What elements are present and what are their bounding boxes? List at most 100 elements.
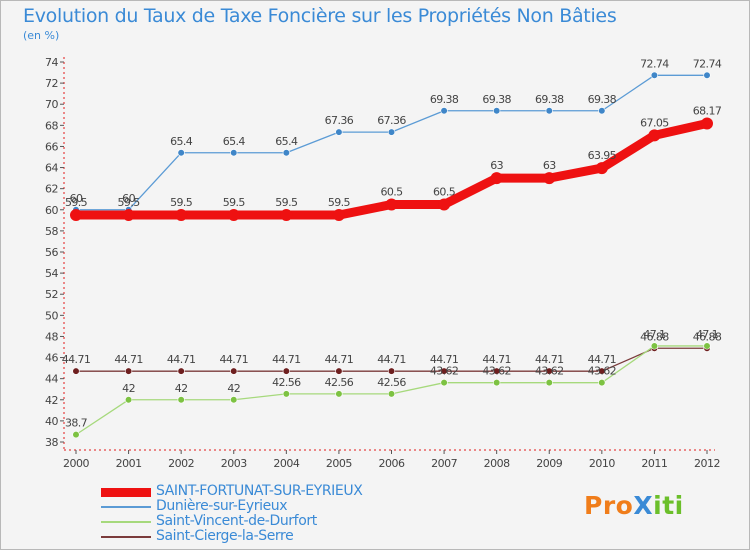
data-label: 69.38 (482, 93, 511, 106)
x-tick-label: 2012 (694, 457, 720, 470)
data-label: 60.5 (433, 186, 456, 199)
data-label: 42 (175, 382, 188, 395)
y-tick-label: 42 (45, 394, 58, 407)
data-point (598, 107, 606, 115)
x-tick-label: 2002 (168, 457, 194, 470)
data-point (493, 367, 501, 375)
data-label: 63 (490, 159, 503, 172)
x-tick-label: 2001 (116, 457, 142, 470)
data-label: 43.62 (430, 365, 459, 378)
data-label: 60.5 (380, 186, 403, 199)
legend-label: Saint-Cierge-la-Serre (156, 528, 294, 544)
y-tick-label: 44 (45, 373, 58, 386)
data-point (70, 209, 82, 222)
data-label: 44.71 (62, 353, 91, 366)
data-point (332, 209, 345, 222)
logo-letter: t (662, 491, 675, 520)
y-tick-label: 74 (45, 56, 58, 69)
data-point (545, 367, 553, 375)
data-point (122, 209, 135, 222)
data-label: 72.74 (640, 57, 669, 70)
data-label: 65.4 (275, 135, 298, 148)
x-tick-label: 2003 (221, 457, 247, 470)
y-tick-label: 70 (45, 98, 58, 111)
data-point (703, 71, 711, 79)
data-point (385, 198, 398, 211)
legend-label: SAINT-FORTUNAT-SUR-EYRIEUX (156, 483, 363, 499)
data-point (543, 172, 556, 185)
data-label: 42.56 (272, 376, 301, 389)
y-tick-label: 68 (45, 119, 58, 132)
data-label: 69.38 (430, 93, 459, 106)
data-point (598, 367, 606, 375)
data-label: 44.71 (377, 353, 406, 366)
data-point (545, 379, 553, 387)
y-tick-label: 48 (45, 330, 58, 343)
data-label: 67.36 (377, 114, 406, 127)
data-label: 44.71 (430, 353, 459, 366)
data-label: 67.36 (325, 114, 354, 127)
logo-letter: o (615, 491, 634, 520)
data-point (282, 149, 290, 157)
data-label: 59.5 (328, 196, 351, 209)
data-point (387, 128, 396, 136)
y-tick-label: 52 (45, 288, 58, 301)
data-label: 59.5 (275, 196, 298, 209)
chart-subtitle: (en %) (23, 29, 60, 42)
data-point (490, 172, 503, 185)
proxiti-logo: ProXiti (584, 491, 684, 520)
data-point (387, 367, 396, 375)
x-tick-label: 2011 (641, 457, 667, 470)
y-tick-label: 54 (45, 267, 58, 280)
data-label: 44.71 (588, 353, 617, 366)
legend-label: Dunière-sur-Eyrieux (156, 498, 288, 514)
series-saint-fortunat-sur-eyrieux (70, 117, 713, 222)
x-tick-label: 2008 (484, 457, 510, 470)
data-point (648, 129, 661, 142)
data-point (124, 367, 133, 375)
y-tick-label: 60 (45, 204, 58, 217)
data-point (72, 431, 80, 439)
data-label: 47.1 (696, 328, 718, 341)
x-tick-label: 2010 (589, 457, 615, 470)
data-label: 46.88 (640, 330, 669, 343)
data-point (177, 396, 185, 404)
series-saint-vincent-de-durfort (72, 342, 711, 439)
data-point (335, 390, 343, 398)
data-point (440, 367, 448, 375)
data-point (230, 396, 238, 404)
data-label: 44.71 (220, 353, 249, 366)
data-label: 63 (543, 159, 556, 172)
data-label: 47.1 (643, 328, 665, 341)
data-point (387, 390, 396, 398)
legend-label: Saint-Vincent-de-Durfort (156, 513, 317, 529)
x-tick-label: 2007 (431, 457, 457, 470)
legend-swatch (101, 521, 151, 523)
data-label: 43.62 (535, 365, 564, 378)
logo-letter: i (653, 491, 663, 520)
data-point (701, 117, 713, 130)
data-label: 69.38 (588, 93, 617, 106)
x-tick-label: 2009 (536, 457, 562, 470)
data-point (335, 128, 343, 136)
y-tick-label: 40 (45, 415, 58, 428)
data-point (227, 209, 240, 222)
y-tick-label: 58 (45, 225, 58, 238)
data-point (177, 367, 185, 375)
data-label: 60 (122, 192, 135, 205)
data-point (177, 149, 185, 157)
data-point (595, 162, 608, 175)
data-label: 72.74 (693, 57, 722, 70)
data-label: 65.4 (170, 135, 193, 148)
data-label: 42 (227, 382, 240, 395)
chart-title: Evolution du Taux de Taxe Foncière sur l… (23, 5, 617, 27)
data-point (650, 342, 659, 350)
data-label: 68.17 (693, 105, 722, 118)
data-label: 44.71 (482, 353, 511, 366)
series-saint-cierge-la-serre (72, 344, 711, 375)
legend-swatch (101, 506, 151, 508)
legend-swatch (101, 536, 151, 538)
data-label: 65.4 (223, 135, 246, 148)
y-tick-label: 38 (45, 436, 58, 449)
data-label: 42.56 (377, 376, 406, 389)
